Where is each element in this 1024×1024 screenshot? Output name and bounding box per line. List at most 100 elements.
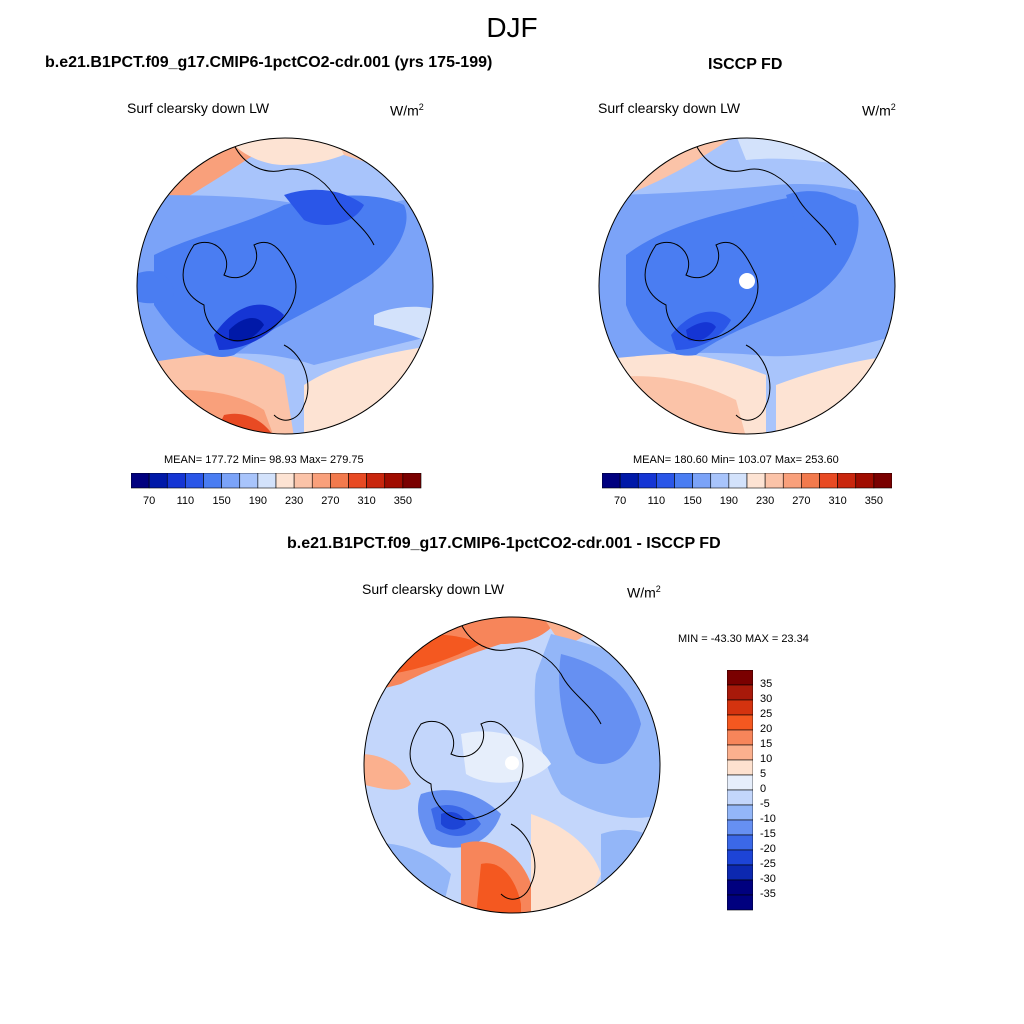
diff-polar-map bbox=[363, 616, 661, 914]
colorbar-swatch bbox=[782, 473, 802, 489]
colorbar-tick-label: -20 bbox=[760, 843, 776, 855]
colorbar-swatch bbox=[185, 473, 204, 489]
colorbar-swatch bbox=[855, 473, 875, 489]
colorbar-swatch bbox=[311, 473, 331, 489]
colorbar-swatch bbox=[166, 473, 186, 489]
colorbar-swatch bbox=[746, 473, 766, 489]
obs-panel-title: ISCCP FD bbox=[708, 56, 783, 73]
colorbar-tick-label: 5 bbox=[760, 768, 767, 780]
colorbar-swatch bbox=[674, 473, 693, 489]
colorbar-tick-label: -25 bbox=[760, 858, 776, 870]
diff-colorbar bbox=[727, 670, 753, 911]
diff-panel-title: b.e21.B1PCT.f09_g17.CMIP6-1pctCO2-cdr.00… bbox=[287, 535, 721, 552]
diff-units-label: W/m2 bbox=[627, 584, 661, 601]
model-colorbar-ticks: 70 110 150 190 230 270 310 350 bbox=[131, 495, 423, 509]
colorbar-tick-label: -15 bbox=[760, 828, 776, 840]
model-stats: MEAN= 177.72 Min= 98.93 Max= 279.75 bbox=[164, 454, 364, 466]
colorbar-swatch bbox=[692, 473, 712, 489]
colorbar-swatch bbox=[221, 473, 241, 489]
colorbar-tick-label: 110 bbox=[647, 495, 666, 507]
colorbar-tick-label: 25 bbox=[760, 708, 773, 720]
colorbar-swatch bbox=[619, 473, 639, 489]
colorbar-swatch bbox=[656, 473, 675, 489]
colorbar-swatch bbox=[727, 849, 753, 866]
colorbar-tick-label: 15 bbox=[760, 738, 773, 750]
diff-stats: MIN = -43.30 MAX = 23.34 bbox=[678, 633, 809, 645]
colorbar-tick-label: -5 bbox=[760, 798, 770, 810]
colorbar-swatch bbox=[275, 473, 295, 489]
colorbar-swatch bbox=[727, 834, 753, 851]
model-variable-label: Surf clearsky down LW bbox=[127, 100, 270, 116]
obs-stats: MEAN= 180.60 Min= 103.07 Max= 253.60 bbox=[633, 454, 839, 466]
colorbar-swatch bbox=[727, 894, 753, 911]
colorbar-swatch bbox=[727, 804, 753, 821]
colorbar-tick-label: 150 bbox=[683, 495, 702, 507]
obs-units-label: W/m2 bbox=[862, 102, 896, 119]
colorbar-swatch bbox=[727, 879, 753, 896]
colorbar-swatch bbox=[727, 819, 753, 836]
colorbar-swatch bbox=[348, 473, 367, 489]
colorbar-tick-label: 190 bbox=[719, 495, 739, 507]
colorbar-tick-label: 150 bbox=[212, 495, 231, 507]
model-colorbar bbox=[131, 473, 422, 489]
obs-polar-map bbox=[598, 137, 896, 435]
colorbar-swatch bbox=[837, 473, 857, 489]
colorbar-swatch bbox=[131, 473, 150, 489]
diff-colorbar-ticks: 35 30 25 20 15 10 5 0 -5 -10 -15 -20 -25 -30 -35 bbox=[760, 670, 800, 911]
colorbar-swatch bbox=[384, 473, 404, 489]
colorbar-swatch bbox=[727, 759, 753, 776]
colorbar-swatch bbox=[801, 473, 820, 489]
colorbar-tick-label: 70 bbox=[143, 495, 156, 507]
model-units-label: W/m2 bbox=[390, 102, 424, 119]
colorbar-tick-label: 310 bbox=[357, 495, 376, 507]
colorbar-tick-label: 310 bbox=[828, 495, 847, 507]
diff-variable-label: Surf clearsky down LW bbox=[362, 581, 505, 597]
colorbar-tick-label: -35 bbox=[760, 888, 776, 900]
colorbar-swatch bbox=[239, 473, 259, 489]
colorbar-swatch bbox=[710, 473, 730, 489]
colorbar-tick-label: 230 bbox=[755, 495, 775, 507]
colorbar-swatch bbox=[727, 699, 753, 716]
obs-variable-label: Surf clearsky down LW bbox=[598, 100, 741, 116]
colorbar-swatch bbox=[257, 473, 277, 489]
colorbar-swatch bbox=[366, 473, 386, 489]
colorbar-swatch bbox=[727, 864, 753, 881]
colorbar-tick-label: 35 bbox=[760, 678, 773, 690]
colorbar-swatch bbox=[727, 670, 753, 686]
colorbar-swatch bbox=[148, 473, 168, 489]
colorbar-swatch bbox=[637, 473, 657, 489]
colorbar-tick-label: 70 bbox=[614, 495, 627, 507]
colorbar-tick-label: 270 bbox=[321, 495, 340, 507]
colorbar-tick-label: 110 bbox=[176, 495, 195, 507]
colorbar-swatch bbox=[293, 473, 313, 489]
colorbar-tick-label: 30 bbox=[760, 693, 773, 705]
colorbar-tick-label: -10 bbox=[760, 813, 776, 825]
colorbar-swatch bbox=[819, 473, 838, 489]
colorbar-swatch bbox=[764, 473, 784, 489]
page-title: DJF bbox=[486, 12, 538, 43]
colorbar-swatch bbox=[402, 473, 422, 489]
colorbar-swatch bbox=[727, 774, 753, 791]
colorbar-tick-label: -30 bbox=[760, 873, 776, 885]
colorbar-tick-label: 20 bbox=[760, 723, 773, 735]
colorbar-tick-label: 270 bbox=[792, 495, 811, 507]
obs-colorbar-ticks: 70 110 150 190 230 270 310 350 bbox=[602, 495, 892, 509]
colorbar-swatch bbox=[203, 473, 222, 489]
colorbar-swatch bbox=[727, 714, 753, 731]
colorbar-swatch bbox=[330, 473, 349, 489]
colorbar-tick-label: 190 bbox=[248, 495, 268, 507]
colorbar-tick-label: 350 bbox=[864, 495, 884, 507]
colorbar-tick-label: 350 bbox=[393, 495, 413, 507]
colorbar-swatch bbox=[873, 473, 892, 489]
colorbar-tick-label: 10 bbox=[760, 753, 773, 765]
colorbar-swatch bbox=[727, 789, 753, 806]
colorbar-swatch bbox=[727, 684, 753, 701]
colorbar-tick-label: 0 bbox=[760, 783, 767, 795]
colorbar-swatch bbox=[728, 473, 748, 489]
colorbar-swatch bbox=[602, 473, 621, 489]
colorbar-swatch bbox=[727, 729, 753, 746]
obs-colorbar bbox=[602, 473, 892, 489]
model-panel-title: b.e21.B1PCT.f09_g17.CMIP6-1pctCO2-cdr.00… bbox=[45, 54, 493, 71]
colorbar-tick-label: 230 bbox=[284, 495, 304, 507]
colorbar-swatch bbox=[727, 744, 753, 761]
